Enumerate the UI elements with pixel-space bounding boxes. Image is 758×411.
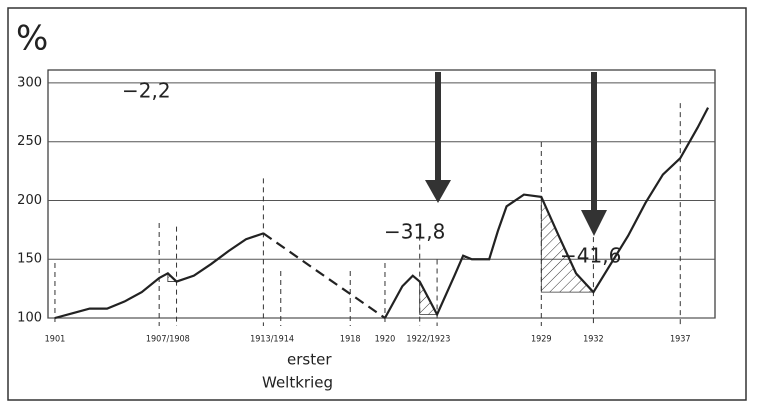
annotation: erster — [287, 351, 332, 369]
annotation: Weltkrieg — [262, 374, 333, 392]
x-tick-label: 1920 — [375, 335, 396, 345]
x-tick-label: 1901 — [45, 335, 66, 345]
annotation: −31,8 — [384, 220, 445, 244]
x-tick-label: 1922/1923 — [406, 335, 450, 345]
arrow — [425, 72, 607, 236]
y-tick-label: 200 — [17, 193, 42, 208]
y-tick-label: 150 — [17, 252, 42, 267]
x-tick-label: 1929 — [531, 335, 552, 345]
y-tick-label: 300 — [17, 75, 42, 90]
annotation: −2,2 — [122, 79, 171, 103]
x-tick-label: 1907/1908 — [146, 335, 190, 345]
y-tick-label: 250 — [17, 134, 42, 149]
x-tick-label: 1913/1914 — [250, 335, 294, 345]
y-tick-label: 100 — [17, 311, 42, 326]
x-tick-label: 1937 — [670, 335, 691, 345]
plot-frame — [47, 69, 716, 319]
x-tick-label: 1918 — [340, 335, 361, 345]
line — [262, 232, 386, 319]
frame — [7, 7, 747, 401]
line — [54, 107, 710, 320]
annotation: −41,6 — [560, 244, 621, 268]
chart-title: % — [16, 19, 48, 59]
plot: 100 150 200 250 300 1901 1907/1908 1913/1914 191… — [17, 69, 716, 345]
x-tick-label: 1932 — [583, 335, 604, 345]
